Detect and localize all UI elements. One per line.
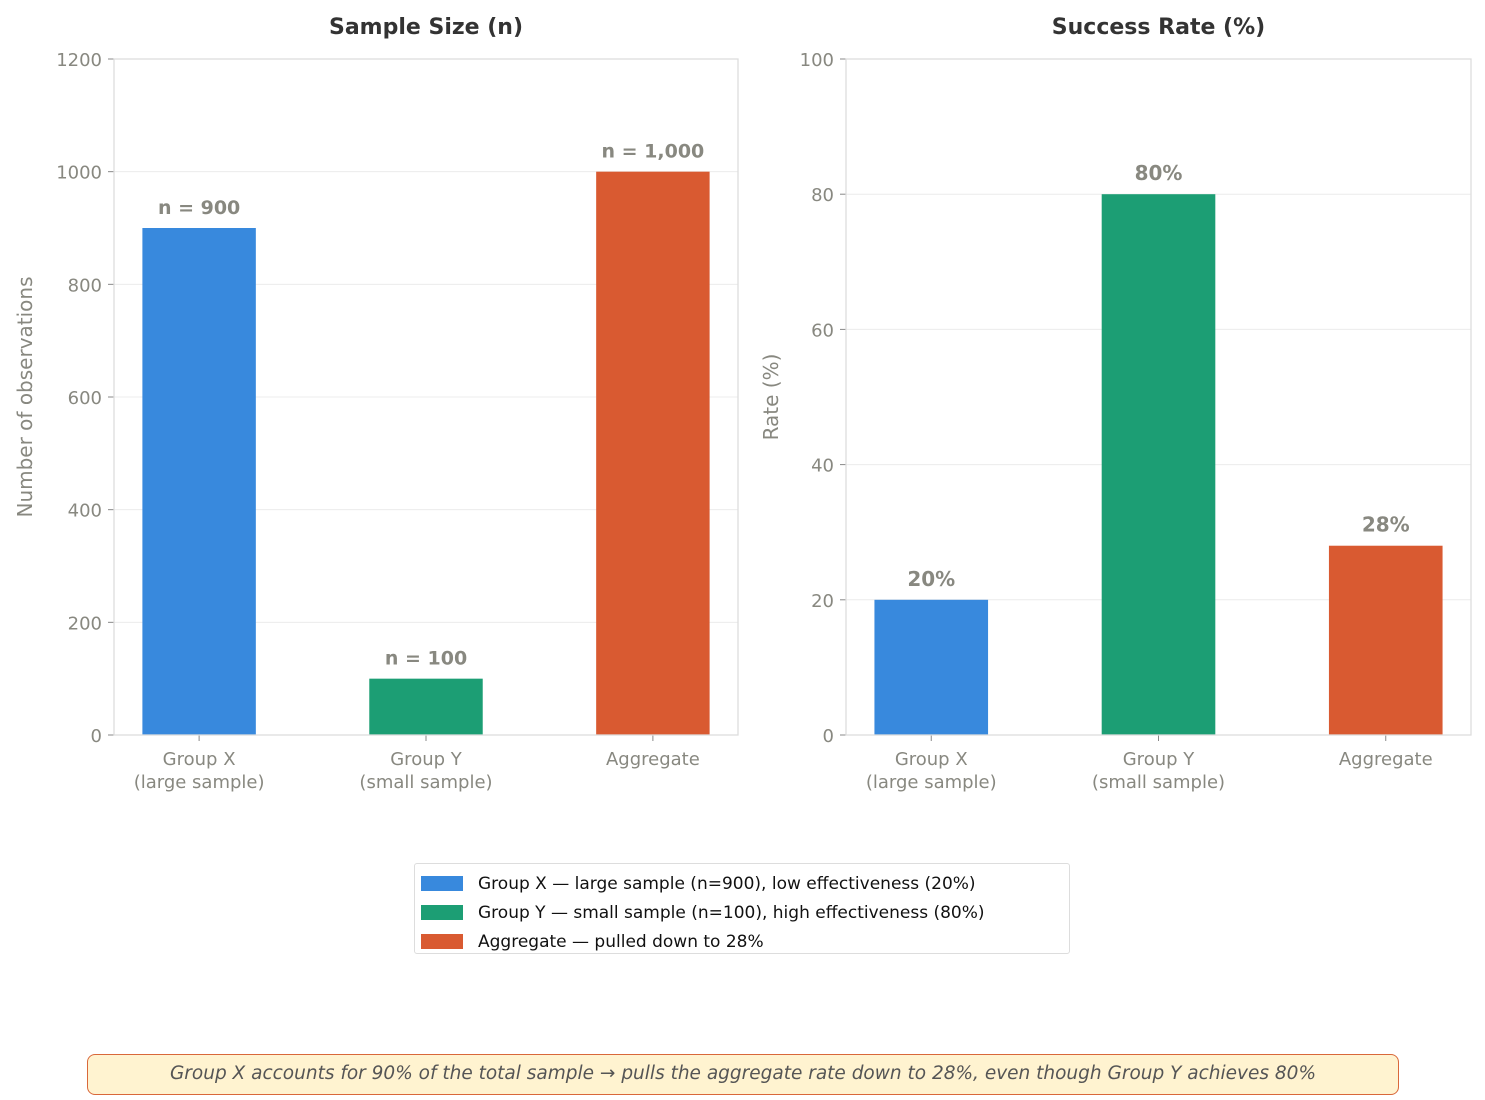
- legend-label: Group X — large sample (n=900), low effe…: [478, 873, 976, 894]
- y-tick-label: 800: [68, 275, 102, 296]
- bar: [596, 171, 710, 735]
- legend-item-aggregate: Aggregate — pulled down to 28%: [421, 927, 1069, 956]
- x-tick-label: Aggregate: [606, 749, 700, 770]
- chart-title: Success Rate (%): [1052, 15, 1265, 40]
- x-tick-label: Group Y: [1123, 749, 1196, 770]
- data-label: n = 1,000: [601, 141, 704, 163]
- axes-frame: [113, 58, 739, 736]
- x-tick-label: (small sample): [359, 772, 492, 793]
- legend-swatch: [421, 934, 463, 949]
- y-tick-label: 600: [68, 388, 102, 409]
- data-label: 20%: [907, 567, 955, 591]
- legend-swatch: [421, 905, 463, 920]
- y-axis-label: Number of observations: [13, 276, 37, 517]
- x-tick-label: (small sample): [1092, 772, 1225, 793]
- y-tick-label: 200: [68, 613, 102, 634]
- y-axis-label: Rate (%): [759, 354, 783, 441]
- legend-label: Group Y — small sample (n=100), high eff…: [478, 902, 985, 923]
- y-tick-label: 1000: [56, 163, 102, 184]
- y-tick-label: 20: [811, 591, 834, 612]
- bar: [1101, 194, 1216, 735]
- y-tick-label: 1200: [56, 50, 102, 71]
- y-tick-label: 100: [800, 50, 834, 71]
- x-tick-label: (large sample): [866, 772, 997, 793]
- x-tick-label: Group X: [163, 749, 236, 770]
- chart-title: Sample Size (n): [329, 15, 523, 40]
- legend: Group X — large sample (n=900), low effe…: [414, 863, 1070, 954]
- bar: [142, 228, 256, 735]
- axes-frame: [845, 58, 1472, 736]
- y-tick-label: 0: [823, 726, 834, 747]
- data-label: 28%: [1362, 513, 1410, 537]
- y-tick-label: 400: [68, 501, 102, 522]
- legend-item-group-y: Group Y — small sample (n=100), high eff…: [421, 898, 1069, 927]
- bar: [1328, 545, 1443, 735]
- y-tick-label: 80: [811, 185, 834, 206]
- x-tick-label: (large sample): [134, 772, 265, 793]
- bar: [369, 678, 483, 735]
- y-tick-label: 40: [811, 456, 834, 477]
- y-tick-label: 0: [91, 726, 102, 747]
- x-tick-label: Group X: [895, 749, 968, 770]
- data-label: n = 100: [385, 648, 467, 670]
- x-tick-label: Group Y: [390, 749, 463, 770]
- data-label: 80%: [1135, 161, 1183, 185]
- x-tick-label: Aggregate: [1339, 749, 1433, 770]
- legend-swatch: [421, 876, 463, 891]
- y-tick-label: 60: [811, 320, 834, 341]
- bar: [874, 599, 989, 735]
- data-label: n = 900: [158, 197, 240, 219]
- annotation-box: Group X accounts for 90% of the total sa…: [87, 1054, 1399, 1095]
- legend-label: Aggregate — pulled down to 28%: [478, 931, 764, 952]
- legend-item-group-x: Group X — large sample (n=900), low effe…: [421, 869, 1069, 898]
